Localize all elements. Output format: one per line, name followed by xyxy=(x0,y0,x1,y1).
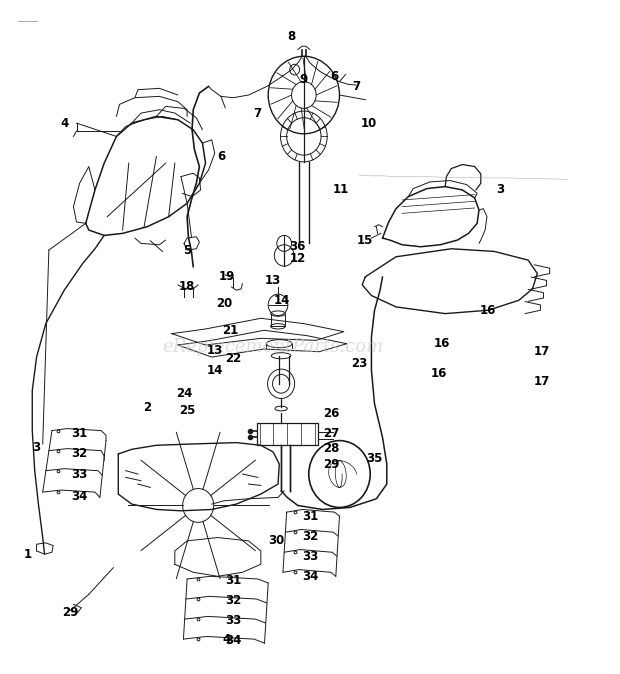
Text: 3: 3 xyxy=(32,441,41,454)
Text: 31: 31 xyxy=(225,574,241,588)
Text: 33: 33 xyxy=(225,614,241,627)
Text: 10: 10 xyxy=(360,117,376,129)
Text: 31: 31 xyxy=(71,427,87,440)
Text: 5: 5 xyxy=(183,243,191,257)
Text: 16: 16 xyxy=(431,367,447,380)
Text: 28: 28 xyxy=(323,442,340,455)
Text: 25: 25 xyxy=(179,404,195,417)
Text: 4: 4 xyxy=(223,633,231,646)
Text: 26: 26 xyxy=(323,407,340,421)
Text: 22: 22 xyxy=(225,352,241,365)
Text: 36: 36 xyxy=(290,240,306,253)
Text: 9: 9 xyxy=(299,73,308,86)
Text: eReplacementParts.com: eReplacementParts.com xyxy=(162,338,384,356)
Text: 31: 31 xyxy=(302,510,318,522)
Text: 34: 34 xyxy=(225,634,241,647)
Text: 27: 27 xyxy=(324,427,340,439)
Text: 6: 6 xyxy=(217,150,225,163)
Text: 8: 8 xyxy=(288,30,296,42)
Text: 11: 11 xyxy=(332,183,349,196)
Text: 17: 17 xyxy=(534,375,551,388)
Text: 34: 34 xyxy=(302,570,318,583)
Text: 32: 32 xyxy=(71,448,87,460)
Text: 18: 18 xyxy=(179,280,195,293)
Text: 2: 2 xyxy=(143,400,151,414)
Text: 21: 21 xyxy=(222,324,238,337)
Text: 30: 30 xyxy=(268,534,285,547)
Text: 33: 33 xyxy=(71,468,87,481)
Text: 7: 7 xyxy=(254,106,262,119)
Text: 32: 32 xyxy=(225,594,241,607)
Text: 3: 3 xyxy=(497,183,505,196)
Text: 7: 7 xyxy=(352,80,360,93)
Text: 19: 19 xyxy=(219,270,235,283)
Text: 16: 16 xyxy=(434,337,450,350)
Text: 33: 33 xyxy=(302,550,318,563)
Text: 4: 4 xyxy=(60,117,68,129)
Text: 34: 34 xyxy=(71,489,88,503)
Text: 15: 15 xyxy=(357,235,373,247)
Text: 24: 24 xyxy=(176,388,192,400)
Text: 29: 29 xyxy=(323,458,340,470)
Text: 29: 29 xyxy=(62,606,79,619)
Text: 13: 13 xyxy=(206,344,223,357)
Text: 13: 13 xyxy=(265,274,281,286)
Text: 12: 12 xyxy=(290,251,306,265)
Text: 17: 17 xyxy=(534,345,551,358)
Text: 14: 14 xyxy=(206,364,223,377)
Text: 35: 35 xyxy=(366,452,383,465)
Text: 23: 23 xyxy=(351,357,367,370)
Text: 32: 32 xyxy=(302,530,318,543)
Text: 16: 16 xyxy=(480,304,497,317)
Text: 6: 6 xyxy=(330,70,339,83)
Text: 1: 1 xyxy=(24,548,32,561)
Text: 14: 14 xyxy=(274,294,291,307)
Text: 20: 20 xyxy=(216,297,232,310)
